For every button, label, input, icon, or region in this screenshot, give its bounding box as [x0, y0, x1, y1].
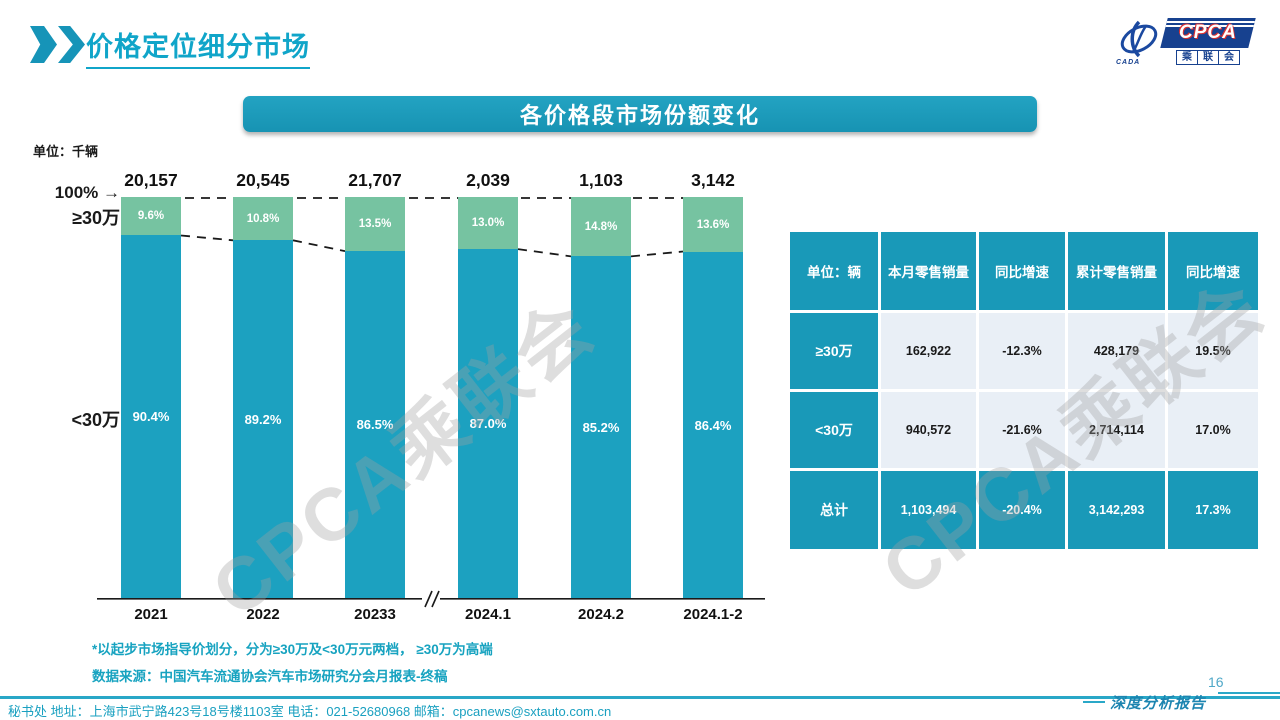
decorative-line [1218, 692, 1280, 694]
report-type-label: 深度分析报告 [1110, 694, 1207, 712]
lt30-axis-label: <30万 [71, 410, 120, 430]
page-title: 价格定位细分市场 [86, 25, 310, 69]
table-cell: 19.5% [1168, 313, 1258, 389]
chart-title: 各价格段市场份额变化 [519, 103, 760, 128]
footnote: *以起步市场指导价划分，分为≥30万及<30万元两档， ≥30万为高端 [92, 642, 493, 657]
axis-100-label: 100% → [54, 183, 120, 202]
table-cell: 3,142,293 [1068, 471, 1165, 549]
table-cell: 1,103,494 [881, 471, 976, 549]
page-number: 16 [1208, 674, 1224, 690]
cpca-logo: CADA CPCA 乘联会 [1116, 18, 1256, 68]
table-cell: 2,714,114 [1068, 392, 1165, 468]
footnotes: *以起步市场指导价划分，分为≥30万及<30万元两档， ≥30万为高端 数据来源：… [92, 638, 493, 692]
table-cell: 428,179 [1068, 313, 1165, 389]
chart-title-banner: 各价格段市场份额变化 [243, 96, 1037, 132]
ge30-axis-label: ≥30万 [72, 208, 120, 228]
table-cell: -20.4% [979, 471, 1065, 549]
table-cell: 17.3% [1168, 471, 1258, 549]
table-row-label: 总计 [790, 471, 878, 549]
cpca-chinese-name: 乘联会 [1176, 50, 1240, 65]
sales-table: 单位：辆 本月零售销量 同比增速 累计零售销量 同比增速 ≥30万 162,922 -12.3… [790, 232, 1258, 549]
table-cell: 940,572 [881, 392, 976, 468]
table-cell: -12.3% [979, 313, 1065, 389]
cpca-chinese-char: 会 [1219, 50, 1240, 65]
table-cell: 17.0% [1168, 392, 1258, 468]
cada-emblem-icon: CADA [1116, 18, 1162, 68]
table-header-cell: 单位：辆 [790, 232, 878, 310]
cpca-chinese-char: 联 [1198, 50, 1219, 65]
decorative-line [1083, 701, 1105, 703]
table-header-cell: 本月零售销量 [881, 232, 976, 310]
cada-text: CADA [1116, 59, 1141, 66]
footer-divider [0, 696, 1280, 699]
table-header-cell: 同比增速 [1168, 232, 1258, 310]
table-row-label: ≥30万 [790, 313, 878, 389]
footer-contact: 秘书处 地址：上海市武宁路423号18号楼1103室 电话：021-526809… [8, 704, 612, 719]
double-chevron-icon [30, 26, 86, 63]
cpca-chinese-char: 乘 [1176, 50, 1198, 65]
table-header-cell: 累计零售销量 [1068, 232, 1165, 310]
footnote: 数据来源：中国汽车流通协会汽车市场研究分会月报表-终稿 [92, 669, 448, 684]
table-cell: 162,922 [881, 313, 976, 389]
table-row-label: <30万 [790, 392, 878, 468]
table-header-cell: 同比增速 [979, 232, 1065, 310]
table-cell: -21.6% [979, 392, 1065, 468]
unit-label: 单位：千辆 [33, 144, 99, 159]
